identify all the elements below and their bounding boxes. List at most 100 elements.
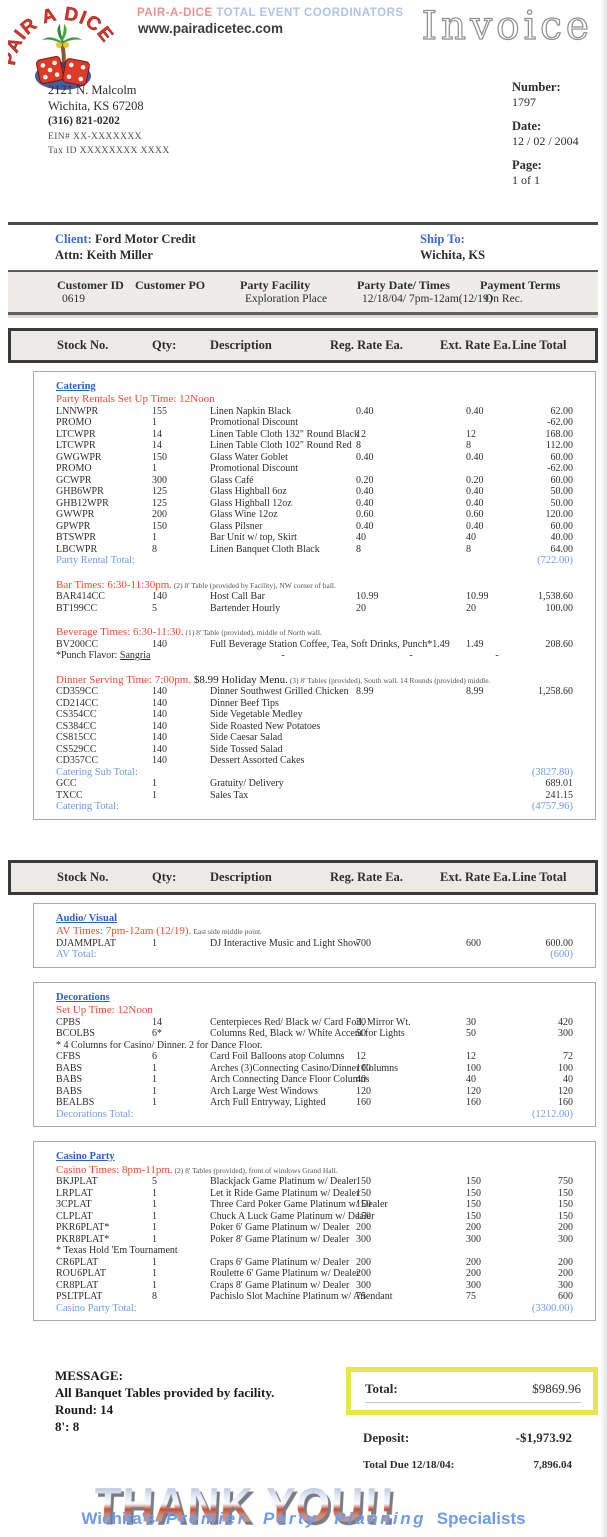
menu-text: $8.99 Holiday Menu. bbox=[191, 673, 288, 686]
cell-line-total bbox=[528, 650, 573, 662]
line-item-row: CS529CC 140 Side Tossed Salad bbox=[34, 744, 595, 756]
cell-line-total: 40.00 bbox=[550, 532, 574, 543]
cell-ext-rate: 8 bbox=[466, 543, 471, 555]
cell-stock-no: CFBS bbox=[56, 1051, 81, 1062]
section-link: Decorations bbox=[56, 991, 110, 1003]
cell-stock-no: GCC bbox=[56, 778, 77, 789]
subtotal-row: Casino Party Total: (3300.00) bbox=[34, 1303, 595, 1315]
cell-reg-rate: 0.40 bbox=[356, 520, 374, 532]
cell-qty: 6 bbox=[152, 1051, 157, 1062]
time-text: Bar Times: 6:30-11:30pm. bbox=[56, 578, 173, 591]
cell-reg-rate: 200 bbox=[356, 1256, 371, 1268]
cell-ext-rate: 40 bbox=[466, 1074, 476, 1085]
cell-line-total: 60.00 bbox=[550, 520, 574, 532]
dice-icon bbox=[35, 56, 91, 90]
cell-reg-rate bbox=[356, 790, 466, 802]
cell-description: Promotional Discount bbox=[210, 463, 299, 474]
cell-qty: 1 bbox=[152, 1085, 157, 1097]
cell-qty: 14 bbox=[152, 440, 162, 451]
cell-description: Linen Table Cloth 102" Round Red bbox=[210, 440, 352, 451]
cell-ext-rate: 20 bbox=[466, 602, 476, 614]
cell-stock-no: PKR8PLAT* bbox=[56, 1233, 110, 1245]
cell-qty: 140 bbox=[152, 755, 167, 766]
subtotal-row: Catering Sub Total: (3827.80) bbox=[34, 767, 595, 779]
cell-qty: 1 bbox=[152, 1097, 157, 1108]
cell-line-total bbox=[528, 721, 573, 733]
line-item-row: LTCWPR 14 Linen Table Cloth 102" Round Red… bbox=[34, 440, 595, 452]
cell-description: Gratuity/ Delivery bbox=[210, 778, 284, 789]
line-item-row: DJAMMPLAT 1 DJ Interactive Music and Light… bbox=[34, 938, 595, 950]
cell-line-total: 200 bbox=[558, 1268, 573, 1279]
cell-line-total: 168.00 bbox=[545, 428, 574, 440]
cell-reg-rate: 40 bbox=[356, 532, 366, 543]
col-reg-rate: Reg. Rate Ea. bbox=[330, 337, 403, 352]
cell-reg-rate: 300 bbox=[356, 1233, 371, 1245]
placement-note: (2) 8' Table (provided by Facility), NW … bbox=[172, 580, 336, 590]
line-item-row: BV200CC 140 Full Beverage Station Coffee, … bbox=[34, 639, 595, 651]
cell-line-total: 150 bbox=[558, 1199, 573, 1210]
cell-stock-no: PSLTPLAT bbox=[56, 1291, 103, 1302]
cell-line-total: 62.00 bbox=[550, 405, 574, 417]
time-heading-row: Party Rentals Set Up Time: 12Noon bbox=[34, 392, 595, 406]
cell-description: Bar Unit w/ top, Skirt bbox=[210, 532, 297, 543]
cell-qty: 6* bbox=[152, 1028, 162, 1039]
cell-line-total: 300 bbox=[558, 1279, 573, 1291]
cell-line-total: 120 bbox=[558, 1085, 573, 1097]
cell-stock-no: BAR414CC bbox=[56, 591, 105, 602]
line-item-row: LTCWPR 14 Linen Table Cloth 132" Round Bla… bbox=[34, 429, 595, 441]
cell-stock-no: LNNWPR bbox=[56, 405, 99, 417]
placement-note: (3) 8' Tables (provided), South wall. 14… bbox=[287, 675, 491, 685]
col-line-total: Line Total bbox=[512, 337, 567, 352]
pair-a-dice-logo: PAIR A DICE bbox=[0, 3, 118, 104]
cell-ext-rate: 160 bbox=[466, 1097, 481, 1108]
footer-middle: Premier Party Planning bbox=[165, 1509, 427, 1528]
subtotal-value: (3827.80) bbox=[531, 766, 573, 778]
line-item-row: BKJPLAT 5 Blackjack Game Platinum w/ Deale… bbox=[34, 1176, 595, 1188]
order-value-payment-terms: On Rec. bbox=[485, 292, 523, 305]
cell-description: Bartender Hourly bbox=[210, 602, 281, 614]
cell-reg-rate: 30 bbox=[356, 1016, 366, 1028]
time-heading-row: Beverage Times: 6:30-11:30. (1) 8' Table… bbox=[34, 625, 595, 639]
cell-reg-rate bbox=[356, 417, 466, 429]
line-item-row: GWWPR 200 Glass Wine 12oz 0.60 0.60 120.00 bbox=[34, 509, 595, 521]
cell-stock-no: CD357CC bbox=[56, 755, 99, 766]
cell-stock-no: BEALBS bbox=[56, 1097, 95, 1108]
col-qty: Qty: bbox=[152, 337, 177, 352]
cell-qty: 1 bbox=[152, 532, 157, 543]
cell-description: Glass Highball 6oz bbox=[210, 486, 287, 497]
cell-line-total bbox=[528, 744, 573, 756]
line-item-row: PKR6PLAT* 1 Poker 6' Game Platinum w/ Deal… bbox=[34, 1222, 595, 1234]
cell-ext-rate: 200 bbox=[466, 1256, 481, 1268]
cell-reg-rate bbox=[356, 721, 466, 733]
invoice-meta-block: Number: 1797 Date: 12 / 02 / 2004 Page: … bbox=[512, 80, 579, 197]
cell-ext-rate: 0.20 bbox=[466, 474, 484, 486]
cell-reg-rate bbox=[356, 639, 466, 651]
subtotal-value: (4757.96) bbox=[531, 801, 573, 812]
time-text: Beverage Times: 6:30-11:30. bbox=[56, 626, 184, 638]
cell-description: Side Tossed Salad bbox=[210, 743, 283, 755]
line-item-row: PSLTPLAT 8 Pachislo Slot Machine Platinum … bbox=[34, 1291, 595, 1303]
cell-line-total: 1,538.60 bbox=[538, 591, 573, 602]
cell-description: Poker 6' Game Platinum w/ Dealer bbox=[210, 1222, 350, 1233]
cell-qty: 1 bbox=[152, 417, 157, 428]
total-due-row: Total Due 12/18/04: 7,896.04 bbox=[346, 1459, 598, 1471]
cell-line-total: 150 bbox=[558, 1187, 573, 1199]
line-item-row: CD357CC 140 Dessert Assorted Cakes bbox=[34, 755, 595, 767]
cell-stock-no: CS815CC bbox=[56, 732, 97, 743]
line-item-row: 3CPLAT 1 Three Card Poker Game Platinum w/… bbox=[34, 1199, 595, 1211]
cell-description: Host Call Bar bbox=[210, 591, 265, 602]
cell-qty: 140 bbox=[152, 697, 167, 709]
cell-qty: 5 bbox=[152, 602, 157, 614]
subtotal-value: (3300.00) bbox=[531, 1302, 573, 1314]
line-item-row: TXCC 1 Sales Tax 241.15 bbox=[34, 790, 595, 802]
cell-stock-no: GPWPR bbox=[56, 520, 91, 532]
cell-stock-no: DJAMMPLAT bbox=[56, 937, 117, 949]
cell-ext-rate: 150 bbox=[466, 1210, 481, 1222]
total-label: Total: bbox=[365, 1381, 398, 1396]
cell-qty: 1 bbox=[152, 1222, 157, 1233]
cell-line-total: 200 bbox=[558, 1256, 573, 1268]
cell-line-total: 300 bbox=[558, 1233, 573, 1245]
cell-ext-rate: 100 bbox=[466, 1062, 481, 1074]
cell-reg-rate bbox=[356, 744, 466, 756]
